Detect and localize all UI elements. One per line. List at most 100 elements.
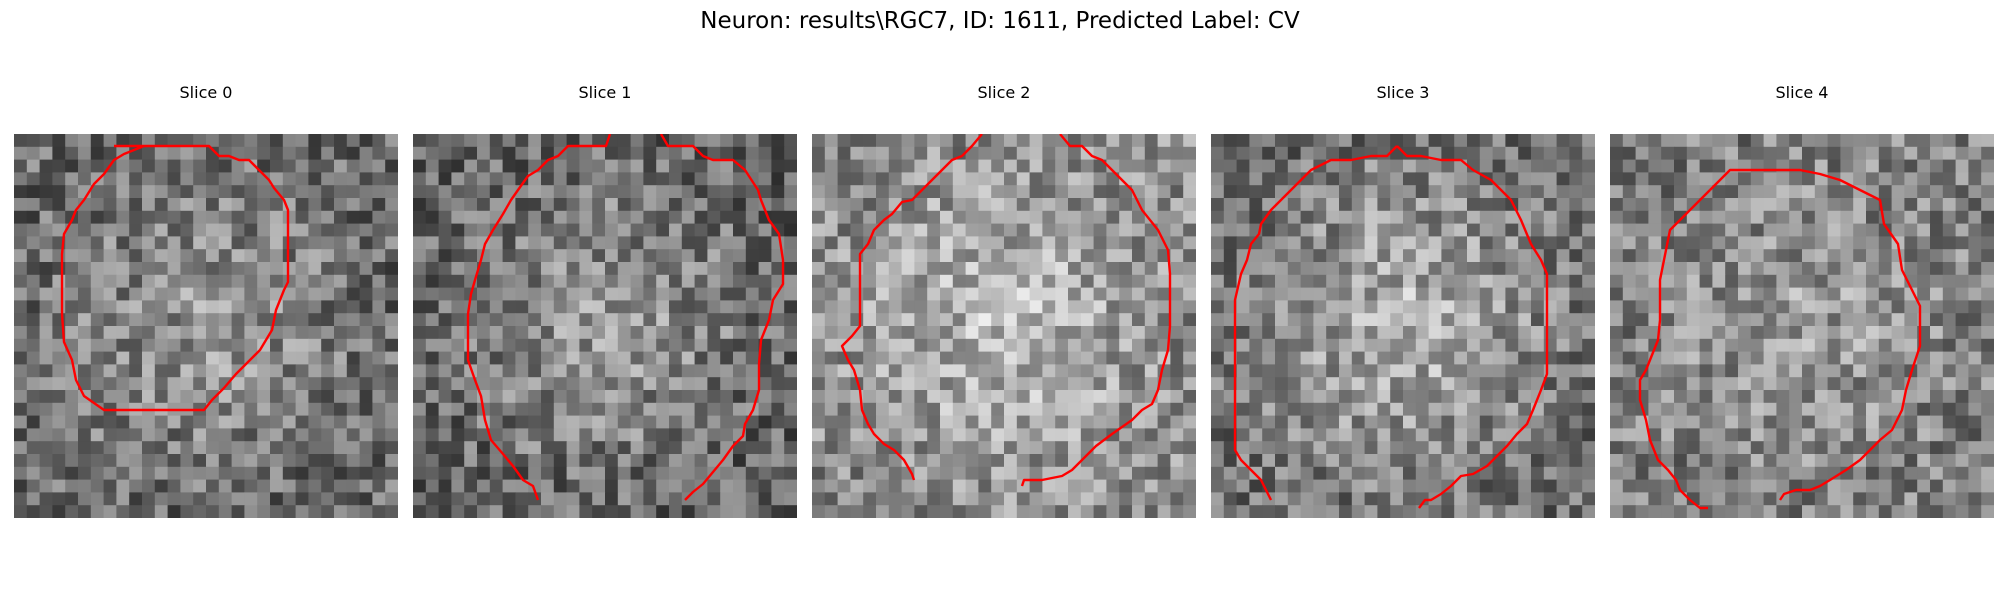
image-pixel [579, 364, 593, 378]
image-pixel [1068, 428, 1082, 442]
image-pixel [515, 262, 529, 276]
image-pixel [1981, 402, 1994, 417]
image-pixel [1415, 364, 1430, 378]
image-pixel [1262, 313, 1276, 327]
image-pixel [1119, 390, 1133, 404]
image-pixel [707, 262, 721, 276]
image-pixel [1364, 287, 1378, 301]
image-pixel [116, 134, 130, 148]
image-pixel [489, 313, 504, 327]
image-pixel [1661, 428, 1675, 442]
image-pixel [579, 390, 593, 404]
image-pixel [784, 274, 797, 289]
image-pixel [231, 198, 245, 212]
image-pixel [1144, 249, 1159, 263]
image-pixel [927, 262, 941, 276]
image-pixel [244, 492, 258, 506]
image-pixel [1300, 236, 1314, 250]
image-pixel [1622, 236, 1637, 250]
image-pixel [282, 287, 297, 301]
image-pixel [346, 428, 361, 442]
image-pixel [1390, 134, 1404, 148]
image-pixel [1467, 210, 1481, 225]
image-pixel [1390, 492, 1404, 506]
image-pixel [39, 300, 53, 314]
image-pixel [515, 441, 529, 455]
image-pixel [116, 236, 130, 250]
image-pixel [515, 134, 529, 148]
image-pixel [39, 185, 53, 199]
image-pixel [1275, 300, 1289, 314]
image-pixel [1326, 159, 1340, 173]
image-pixel [1364, 454, 1378, 468]
image-pixel [1917, 505, 1931, 518]
image-pixel [812, 351, 826, 365]
image-pixel [669, 223, 683, 237]
image-pixel [1648, 505, 1662, 518]
image-pixel [1543, 479, 1558, 493]
image-pixel [1814, 351, 1829, 365]
image-pixel [1004, 390, 1018, 404]
image-pixel [1543, 198, 1558, 212]
image-pixel [142, 505, 156, 518]
image-pixel [1827, 377, 1841, 391]
image-pixel [142, 479, 156, 493]
image-pixel [26, 428, 41, 442]
image-pixel [1275, 236, 1289, 250]
image-pixel [438, 262, 452, 276]
image-pixel [1686, 377, 1701, 391]
image-pixel [824, 505, 839, 518]
image-pixel [1917, 185, 1931, 199]
image-pixel [1377, 262, 1391, 276]
image-pixel [65, 185, 79, 199]
image-pixel [502, 402, 516, 417]
image-pixel [952, 479, 967, 493]
image-pixel [837, 274, 851, 289]
image-pixel [180, 377, 194, 391]
image-pixel [167, 415, 181, 429]
image-pixel [863, 134, 877, 148]
image-pixel [1610, 377, 1624, 391]
image-pixel [1364, 492, 1378, 506]
image-pixel [14, 249, 28, 263]
image-pixel [707, 300, 721, 314]
image-pixel [1313, 223, 1327, 237]
image-pixel [758, 415, 772, 429]
image-pixel [167, 338, 181, 353]
image-pixel [1518, 402, 1532, 417]
image-pixel [1763, 287, 1777, 301]
image-pixel [1968, 249, 1982, 263]
image-pixel [413, 454, 427, 468]
image-pixel [1942, 390, 1957, 404]
image-pixel [167, 172, 181, 186]
image-pixel [965, 210, 979, 225]
image-pixel [1904, 415, 1918, 429]
image-pixel [218, 428, 233, 442]
image-pixel [1827, 210, 1841, 225]
image-pixel [52, 172, 66, 186]
image-pixel [477, 146, 491, 161]
image-pixel [1055, 223, 1069, 237]
image-pixel [1339, 441, 1353, 455]
image-pixel [193, 441, 207, 455]
image-pixel [1339, 198, 1353, 212]
image-pixel [952, 402, 967, 417]
image-pixel [1275, 505, 1289, 518]
image-pixel [1866, 351, 1880, 365]
image-pixel [643, 198, 657, 212]
image-pixel [257, 505, 271, 518]
image-pixel [1144, 287, 1159, 301]
image-pixel [784, 326, 797, 340]
image-pixel [771, 134, 785, 148]
image-pixel [643, 441, 657, 455]
image-pixel [630, 249, 644, 263]
image-pixel [566, 313, 580, 327]
image-pixel [1610, 274, 1624, 289]
image-pixel [1686, 159, 1701, 173]
image-pixel [1492, 313, 1506, 327]
image-pixel [863, 454, 877, 468]
image-pixel [1428, 300, 1442, 314]
image-pixel [1622, 134, 1637, 148]
image-pixel [669, 159, 683, 173]
image-pixel [901, 338, 915, 353]
